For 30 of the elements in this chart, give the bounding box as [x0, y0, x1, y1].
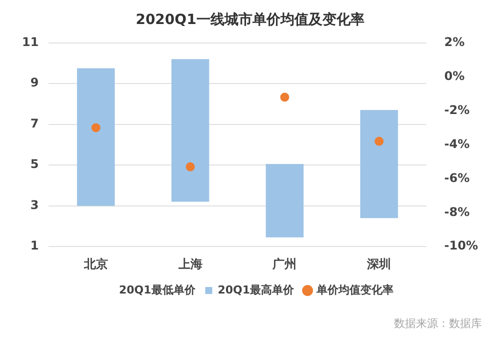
y2-tick-label: 2% — [444, 34, 465, 49]
y2-tick-label: -6% — [444, 170, 470, 185]
y-tick-label: 9 — [30, 76, 39, 90]
y2-tick-label: 0% — [444, 68, 465, 83]
bar — [266, 164, 304, 238]
bar — [171, 59, 210, 202]
y2-tick-label: -8% — [444, 204, 470, 219]
x-tick-label: 广州 — [272, 256, 297, 271]
y2-tick-label: -4% — [444, 136, 470, 151]
y2-tick-label: -10% — [444, 238, 478, 253]
y-tick-label: 11 — [22, 34, 39, 49]
x-tick-label: 北京 — [82, 256, 108, 271]
y-tick-label: 5 — [30, 157, 39, 172]
bar — [360, 110, 398, 218]
x-tick-label: 上海 — [177, 256, 202, 271]
text: 20Q1最低单价 — [118, 283, 196, 296]
chart-title: 2020Q1一线城市单价均值及变化率 — [136, 11, 364, 28]
legend-label: 20Q1最高单价 — [218, 283, 296, 296]
y2-tick-label: -2% — [444, 102, 470, 117]
source-note: 数据来源：数据库 — [394, 316, 482, 330]
y-tick-label: 7 — [30, 116, 39, 130]
x-tick-label: 深圳 — [366, 256, 392, 271]
point — [186, 162, 195, 172]
point — [91, 123, 100, 132]
point — [280, 92, 290, 102]
legend-label: 单价均值变化率 — [316, 283, 394, 296]
bar — [77, 68, 115, 206]
y-tick-label: 1 — [30, 238, 39, 253]
point — [374, 136, 384, 146]
y-tick-label: 3 — [30, 198, 39, 212]
